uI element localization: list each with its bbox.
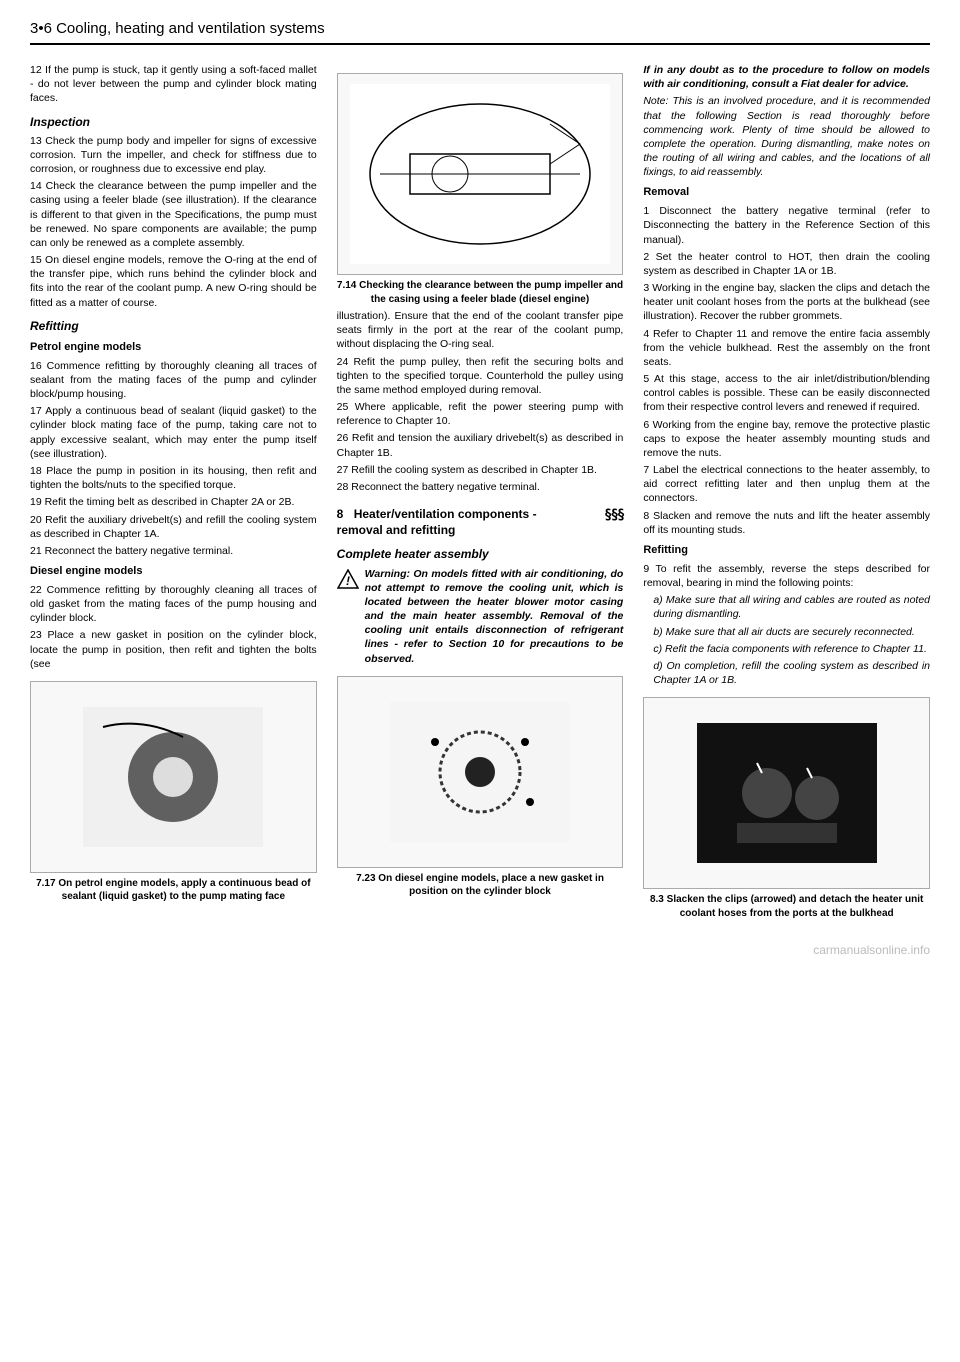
removal-7: 7 Label the electrical connections to th… bbox=[643, 463, 930, 506]
difficulty-icon: §§§ bbox=[604, 506, 623, 525]
para-18: 18 Place the pump in position in its hou… bbox=[30, 464, 317, 492]
para-19: 19 Refit the timing belt as described in… bbox=[30, 495, 317, 509]
page-header: 3•6 Cooling, heating and ventilation sys… bbox=[30, 20, 930, 37]
refit-a: a) Make sure that all wiring and cables … bbox=[643, 593, 930, 621]
section-8-box: 8 Heater/ventilation components - remova… bbox=[337, 506, 624, 538]
para-23b: illustration). Ensure that the end of th… bbox=[337, 309, 624, 352]
section-8-text: Heater/ventilation components - removal … bbox=[337, 507, 537, 537]
para-13: 13 Check the pump body and impeller for … bbox=[30, 134, 317, 177]
intro-italic: If in any doubt as to the procedure to f… bbox=[643, 63, 930, 91]
content-columns: 12 If the pump is stuck, tap it gently u… bbox=[30, 63, 930, 923]
removal-5: 5 At this stage, access to the air inlet… bbox=[643, 372, 930, 415]
removal-4: 4 Refer to Chapter 11 and remove the ent… bbox=[643, 327, 930, 370]
para-24: 24 Refit the pump pulley, then refit the… bbox=[337, 355, 624, 398]
refit-9: 9 To refit the assembly, reverse the ste… bbox=[643, 562, 930, 590]
section-8-title: 8 Heater/ventilation components - remova… bbox=[337, 506, 624, 538]
removal-1: 1 Disconnect the battery negative termin… bbox=[643, 204, 930, 247]
watermark: carmanualsonline.info bbox=[30, 943, 930, 957]
refit-b: b) Make sure that all air ducts are secu… bbox=[643, 625, 930, 639]
para-27: 27 Refill the cooling system as describe… bbox=[337, 463, 624, 477]
column-3: If in any doubt as to the procedure to f… bbox=[643, 63, 930, 923]
removal-8: 8 Slacken and remove the nuts and lift t… bbox=[643, 509, 930, 537]
para-23: 23 Place a new gasket in position on the… bbox=[30, 628, 317, 671]
inspection-heading: Inspection bbox=[30, 114, 317, 130]
removal-3: 3 Working in the engine bay, slacken the… bbox=[643, 281, 930, 324]
para-21: 21 Reconnect the battery negative termin… bbox=[30, 544, 317, 558]
caption-7-14: 7.14 Checking the clearance between the … bbox=[337, 279, 624, 306]
diesel-heading: Diesel engine models bbox=[30, 564, 317, 579]
para-26: 26 Refit and tension the auxiliary drive… bbox=[337, 431, 624, 459]
figure-8-3 bbox=[643, 697, 930, 889]
pump-sealant-image bbox=[83, 707, 263, 847]
note-text: Note: This is an involved procedure, and… bbox=[643, 94, 930, 179]
para-12: 12 If the pump is stuck, tap it gently u… bbox=[30, 63, 317, 106]
refitting-heading-3: Refitting bbox=[643, 543, 930, 558]
svg-text:!: ! bbox=[346, 574, 350, 588]
column-1: 12 If the pump is stuck, tap it gently u… bbox=[30, 63, 317, 923]
para-15: 15 On diesel engine models, remove the O… bbox=[30, 253, 317, 310]
para-14: 14 Check the clearance between the pump … bbox=[30, 179, 317, 250]
warning-icon: ! bbox=[337, 569, 359, 593]
caption-7-17: 7.17 On petrol engine models, apply a co… bbox=[30, 877, 317, 904]
para-28: 28 Reconnect the battery negative termin… bbox=[337, 480, 624, 494]
refit-list: a) Make sure that all wiring and cables … bbox=[643, 593, 930, 687]
caption-8-3: 8.3 Slacken the clips (arrowed) and deta… bbox=[643, 893, 930, 920]
hose-clips-image bbox=[697, 723, 877, 863]
removal-2: 2 Set the heater control to HOT, then dr… bbox=[643, 250, 930, 278]
figure-7-14 bbox=[337, 73, 624, 275]
complete-heater-heading: Complete heater assembly bbox=[337, 546, 624, 562]
removal-6: 6 Working from the engine bay, remove th… bbox=[643, 418, 930, 461]
para-22: 22 Commence refitting by thoroughly clea… bbox=[30, 583, 317, 626]
refit-d: d) On completion, refill the cooling sys… bbox=[643, 659, 930, 687]
caption-7-23: 7.23 On diesel engine models, place a ne… bbox=[337, 872, 624, 899]
gasket-image bbox=[390, 702, 570, 842]
refit-c: c) Refit the facia components with refer… bbox=[643, 642, 930, 656]
header-rule bbox=[30, 43, 930, 45]
para-25: 25 Where applicable, refit the power ste… bbox=[337, 400, 624, 428]
refitting-heading: Refitting bbox=[30, 318, 317, 334]
removal-heading: Removal bbox=[643, 185, 930, 200]
petrol-heading: Petrol engine models bbox=[30, 340, 317, 355]
column-2: 7.14 Checking the clearance between the … bbox=[337, 63, 624, 923]
para-20: 20 Refit the auxiliary drivebelt(s) and … bbox=[30, 513, 317, 541]
para-17: 17 Apply a continuous bead of sealant (l… bbox=[30, 404, 317, 461]
warning-block: ! Warning: On models fitted with air con… bbox=[337, 567, 624, 666]
section-8-num: 8 bbox=[337, 507, 344, 521]
para-16: 16 Commence refitting by thoroughly clea… bbox=[30, 359, 317, 402]
warning-text: Warning: On models fitted with air condi… bbox=[365, 567, 624, 666]
figure-7-23 bbox=[337, 676, 624, 868]
figure-7-17 bbox=[30, 681, 317, 873]
clearance-diagram bbox=[350, 84, 610, 264]
